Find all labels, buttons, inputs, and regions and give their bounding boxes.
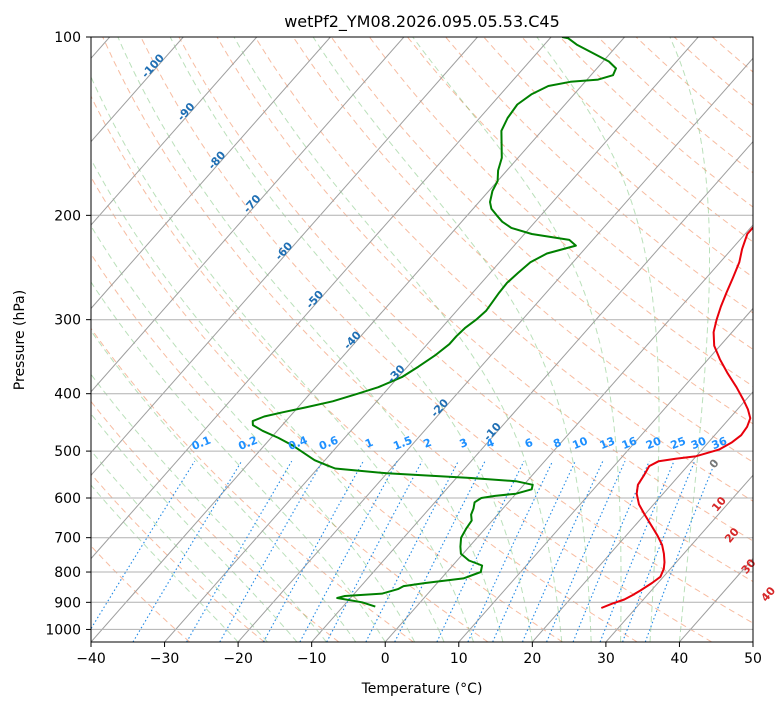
mixing-ratio-line (299, 460, 398, 642)
axes: −40 −30 −20 −10 0 10 20 30 40 50 100 200 300 400 500 60… (45, 30, 762, 667)
moist-adiabat (91, 484, 239, 642)
x-tick-label: −30 (150, 651, 180, 667)
dry-adiabat (91, 253, 489, 642)
mixing-ratio-label: 8 (551, 436, 563, 451)
isotherm (164, 37, 699, 642)
mixing-ratio-line (467, 460, 554, 642)
x-tick-label: −10 (297, 651, 327, 667)
chart-title: wetPf2_YM08.2026.095.05.53.C45 (284, 12, 560, 32)
mixing-ratio-label: 25 (669, 434, 688, 452)
mixing-ratio-line (492, 460, 576, 642)
y-tick-label: 700 (54, 531, 81, 547)
dry-adiabat (102, 37, 713, 642)
dewpoint-line (251, 37, 617, 608)
mixing-ratio-label: 16 (620, 434, 639, 452)
isotherm (91, 37, 184, 143)
mixing-ratio-label: 36 (710, 434, 729, 452)
moist-adiabat (91, 75, 474, 642)
mixing-ratio-line (219, 460, 324, 642)
x-axis-title: Temperature (°C) (361, 681, 483, 697)
mixing-ratio-line (91, 460, 196, 630)
moist-adiabat (91, 330, 357, 642)
dry-adiabat (91, 473, 265, 642)
isotherm (91, 37, 331, 310)
mixing-ratio-label: 13 (598, 434, 617, 452)
isotherm (531, 391, 753, 642)
moist-adiabat (91, 158, 445, 642)
profile-lines (251, 37, 753, 609)
background-lines (91, 37, 753, 642)
isotherm (91, 37, 625, 642)
isotherm (91, 37, 552, 560)
mixing-ratio-label: 10 (571, 434, 590, 452)
moist-adiabat (536, 37, 660, 642)
mixing-ratio-line (644, 460, 716, 642)
dry-adiabat (254, 37, 753, 502)
y-tick-label: 1000 (45, 622, 81, 638)
x-tick-label: 40 (671, 651, 689, 667)
moist-adiabat (91, 373, 327, 642)
mixing-ratio-label: 30 (689, 434, 708, 452)
moist-adiabat (669, 37, 710, 642)
y-tick-label: 900 (54, 595, 81, 611)
mixing-ratio-label: 2 (422, 436, 434, 451)
moist-adiabat (91, 413, 298, 642)
y-tick-label: 500 (54, 444, 81, 460)
x-tick-label: 10 (450, 651, 468, 667)
x-tick-label: 20 (523, 651, 541, 667)
moist-adiabat (117, 37, 504, 642)
moist-adiabat (169, 37, 533, 642)
mixing-ratio-line (436, 460, 525, 642)
mixing-ratio-line (263, 460, 364, 642)
isotherm (237, 57, 753, 642)
dry-adiabat (140, 37, 753, 624)
mixing-ratio-line (622, 460, 696, 642)
y-tick-label: 400 (54, 387, 81, 403)
x-tick-label: 30 (597, 651, 615, 667)
isotherm (384, 224, 753, 642)
moist-adiabat (91, 281, 386, 642)
dry-adiabat (407, 37, 753, 350)
moist-adiabat (233, 37, 563, 642)
isotherm (91, 37, 405, 393)
y-axis-title: Pressure (hPa) (12, 290, 28, 390)
x-tick-label: 50 (744, 651, 762, 667)
moist-adiabat (91, 449, 268, 642)
mixing-ratio-line (599, 460, 675, 642)
mixing-ratio-line (521, 460, 604, 642)
x-tick-label: 0 (381, 651, 390, 667)
mixing-ratio-line (546, 460, 626, 642)
dry-adiabat (91, 176, 563, 642)
mixing-ratio-line (365, 460, 459, 642)
y-tick-label: 800 (54, 565, 81, 581)
x-tick-label: −20 (223, 651, 253, 667)
dry-adiabat (178, 37, 753, 583)
plot-frame (90, 36, 754, 643)
mixing-ratio-label: 3 (458, 436, 470, 451)
dry-adiabat (330, 37, 753, 425)
isotherm (311, 140, 753, 642)
mixing-ratio-label: 1 (363, 436, 375, 451)
mixing-ratio-label: 20 (644, 434, 663, 452)
mixing-ratio-line (326, 460, 423, 642)
dry-adiabat (91, 545, 191, 642)
isotherm (91, 37, 258, 226)
mixing-ratio-line (394, 460, 486, 642)
x-tick-label: −40 (76, 651, 106, 667)
isotherm (458, 307, 753, 642)
dry-adiabat (369, 37, 753, 387)
moist-adiabat (312, 37, 592, 642)
temperature-line (600, 225, 753, 609)
plot-area (91, 37, 753, 642)
y-tick-label: 200 (54, 208, 81, 224)
isotherm (91, 37, 478, 476)
y-tick-label: 600 (54, 491, 81, 507)
isotherm (605, 474, 753, 642)
mixing-ratio-line (572, 460, 650, 642)
dry-adiabat (91, 400, 340, 642)
dry-adiabat (91, 95, 638, 642)
y-tick-label: 100 (54, 30, 81, 46)
y-tick-label: 300 (54, 313, 81, 329)
